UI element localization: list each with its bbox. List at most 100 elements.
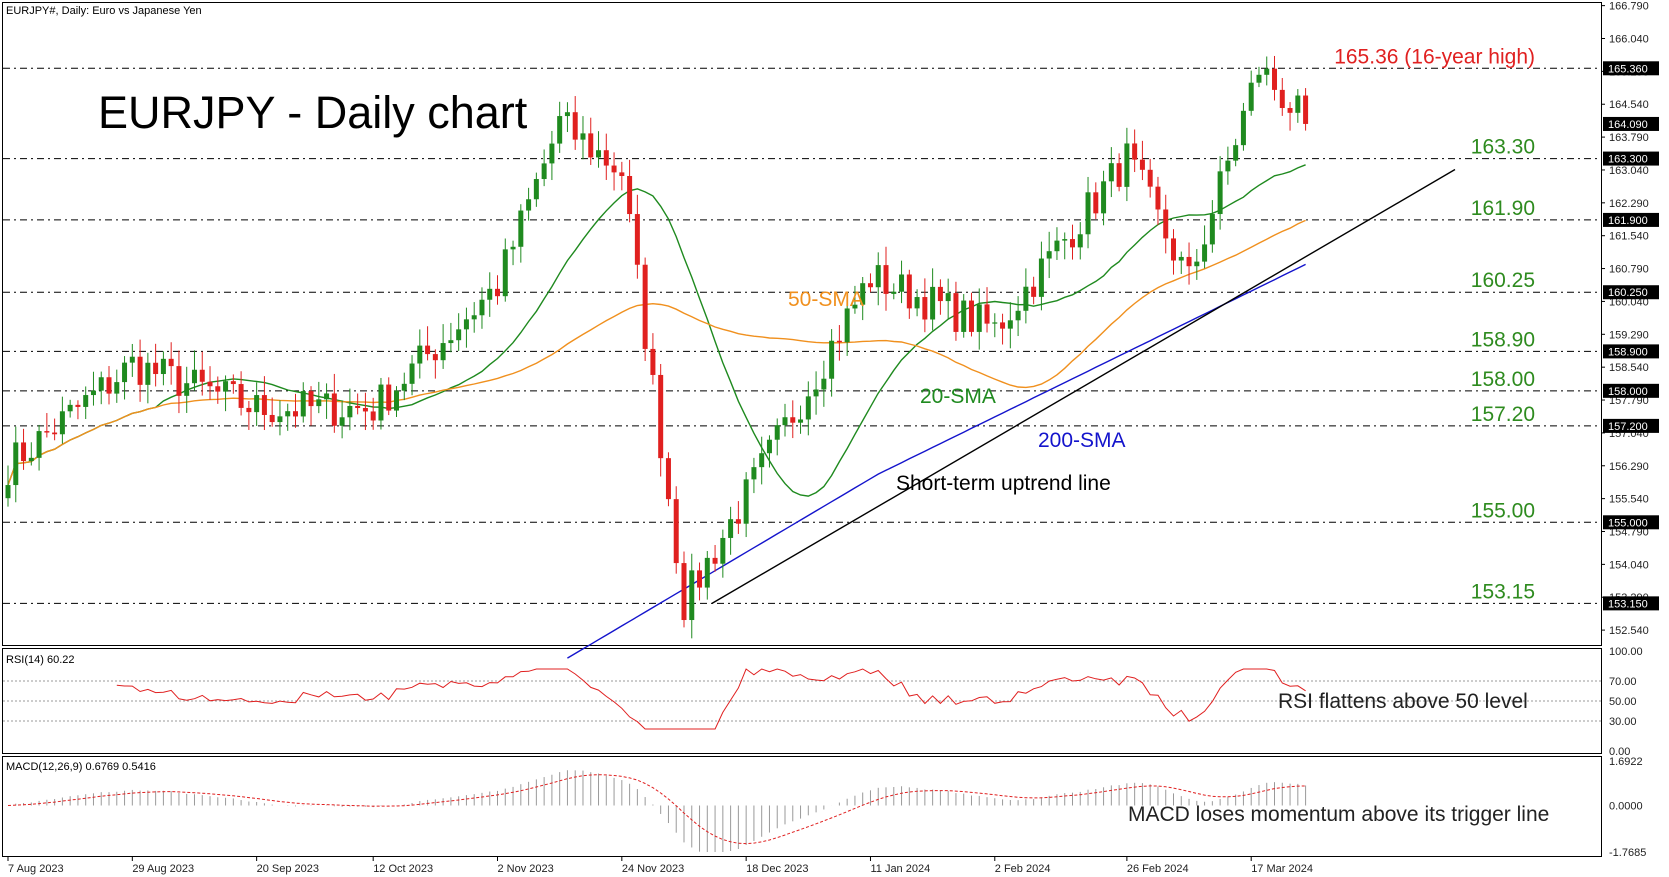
price-tick-label: 163.790 bbox=[1609, 132, 1649, 144]
candle-body bbox=[230, 381, 236, 385]
level-label: 161.90 bbox=[1471, 197, 1535, 220]
price-tick-label: 157.790 bbox=[1609, 395, 1649, 407]
candle-body bbox=[28, 457, 34, 462]
candle-body bbox=[836, 340, 842, 343]
candle-body bbox=[1069, 239, 1075, 248]
candle-body bbox=[1287, 108, 1293, 113]
horizontal-levels: 165.36 (16-year high) 163.30 161.90 160.25 1… bbox=[3, 45, 1601, 604]
candle-body bbox=[541, 163, 547, 180]
price-badge bbox=[1603, 383, 1659, 398]
candle-body bbox=[557, 116, 563, 144]
price-badge-label: 161.900 bbox=[1608, 215, 1648, 227]
candle-body bbox=[502, 249, 508, 297]
candle-body bbox=[471, 315, 477, 320]
candle-body bbox=[254, 395, 260, 413]
candle-body bbox=[300, 391, 306, 417]
price-badge bbox=[1603, 596, 1659, 611]
candle-body bbox=[432, 354, 438, 361]
candle-body bbox=[1031, 286, 1037, 297]
candle-body bbox=[953, 293, 959, 332]
price-tick-label: 161.540 bbox=[1609, 231, 1649, 243]
candle-body bbox=[122, 362, 128, 383]
candle-body bbox=[246, 407, 252, 413]
candle-body bbox=[596, 150, 602, 158]
candle-body bbox=[634, 214, 640, 265]
candle-body bbox=[176, 366, 182, 396]
sma50-label: 50-SMA bbox=[788, 288, 864, 311]
candles bbox=[5, 55, 1309, 639]
candle-body bbox=[759, 453, 765, 468]
candle-body bbox=[355, 405, 361, 409]
candle-body bbox=[67, 404, 73, 412]
price-tick-label: 156.290 bbox=[1609, 461, 1649, 473]
price-badge-label: 165.360 bbox=[1608, 63, 1648, 75]
candle-body bbox=[1178, 256, 1184, 261]
candle-body bbox=[1171, 238, 1176, 261]
price-badge-label: 164.090 bbox=[1608, 119, 1648, 131]
candle-body bbox=[463, 319, 469, 330]
date-label: 17 Mar 2024 bbox=[1251, 863, 1313, 875]
candle-body bbox=[1093, 192, 1099, 214]
candle-body bbox=[867, 283, 873, 288]
level-label: 158.00 bbox=[1471, 368, 1535, 391]
price-tick-label: 154.040 bbox=[1609, 559, 1649, 571]
candle-body bbox=[386, 384, 392, 411]
candle-body bbox=[829, 340, 835, 379]
candle-body bbox=[13, 442, 19, 486]
candle-body bbox=[1046, 251, 1052, 259]
price-badge bbox=[1603, 61, 1659, 76]
candle-body bbox=[844, 308, 850, 343]
candle-body bbox=[1007, 320, 1013, 329]
level-label: 160.25 bbox=[1471, 269, 1535, 292]
macd-panel: 1.6922 0.0000 -1.7685 bbox=[7, 756, 1646, 859]
candle-body bbox=[611, 165, 617, 173]
candle-body bbox=[712, 557, 718, 564]
candle-body bbox=[891, 291, 897, 294]
trendline-label: Short-term uptrend line bbox=[896, 472, 1111, 495]
date-label: 2 Nov 2023 bbox=[498, 863, 554, 875]
candle-body bbox=[510, 246, 516, 250]
candle-body bbox=[1023, 286, 1029, 311]
candle-body bbox=[697, 570, 703, 588]
candle-body bbox=[44, 431, 50, 433]
level-label: 155.00 bbox=[1471, 499, 1535, 522]
candle-body bbox=[98, 377, 104, 391]
candle-body bbox=[316, 399, 322, 407]
price-tick-label: 164.540 bbox=[1609, 99, 1649, 111]
price-badge-label: 158.900 bbox=[1608, 346, 1648, 358]
candle-body bbox=[1217, 171, 1223, 215]
price-tick-label: 160.790 bbox=[1609, 264, 1649, 276]
date-axis: 7 Aug 2023 29 Aug 2023 20 Sep 2023 12 Oct 2… bbox=[7, 857, 1313, 875]
candle-body bbox=[790, 417, 796, 423]
candle-body bbox=[347, 405, 353, 418]
price-tick-label: 158.540 bbox=[1609, 362, 1649, 374]
candle-body bbox=[1295, 95, 1301, 113]
candle-body bbox=[681, 563, 687, 621]
candle-body bbox=[448, 340, 454, 344]
price-tick-label: 160.040 bbox=[1609, 296, 1649, 308]
price-tick-label: 166.790 bbox=[1609, 1, 1649, 13]
candle-body bbox=[1147, 169, 1153, 187]
candle-body bbox=[906, 274, 912, 309]
candle-body bbox=[1132, 143, 1138, 160]
candle-body bbox=[137, 356, 143, 385]
candle-body bbox=[1139, 159, 1145, 170]
level-label: 153.15 bbox=[1471, 580, 1535, 603]
rsi-tick-label: 30.00 bbox=[1609, 716, 1637, 728]
candle-body bbox=[324, 393, 330, 400]
candle-body bbox=[751, 467, 757, 480]
symbol-line: EURJPY#, Daily: Euro vs Japanese Yen bbox=[6, 5, 202, 17]
candle-body bbox=[658, 374, 664, 459]
candle-body bbox=[106, 377, 112, 394]
level-label: 163.30 bbox=[1471, 136, 1535, 159]
candle-body bbox=[261, 395, 267, 415]
candle-body bbox=[930, 286, 936, 320]
candle-body bbox=[720, 537, 726, 564]
macd-signal-line bbox=[7, 774, 1306, 845]
price-badge bbox=[1603, 116, 1659, 131]
candle-body bbox=[526, 199, 532, 211]
date-label: 24 Nov 2023 bbox=[622, 863, 684, 875]
rsi-panel-frame bbox=[2, 648, 1602, 754]
candle-body bbox=[782, 417, 788, 426]
candle-body bbox=[922, 297, 928, 320]
